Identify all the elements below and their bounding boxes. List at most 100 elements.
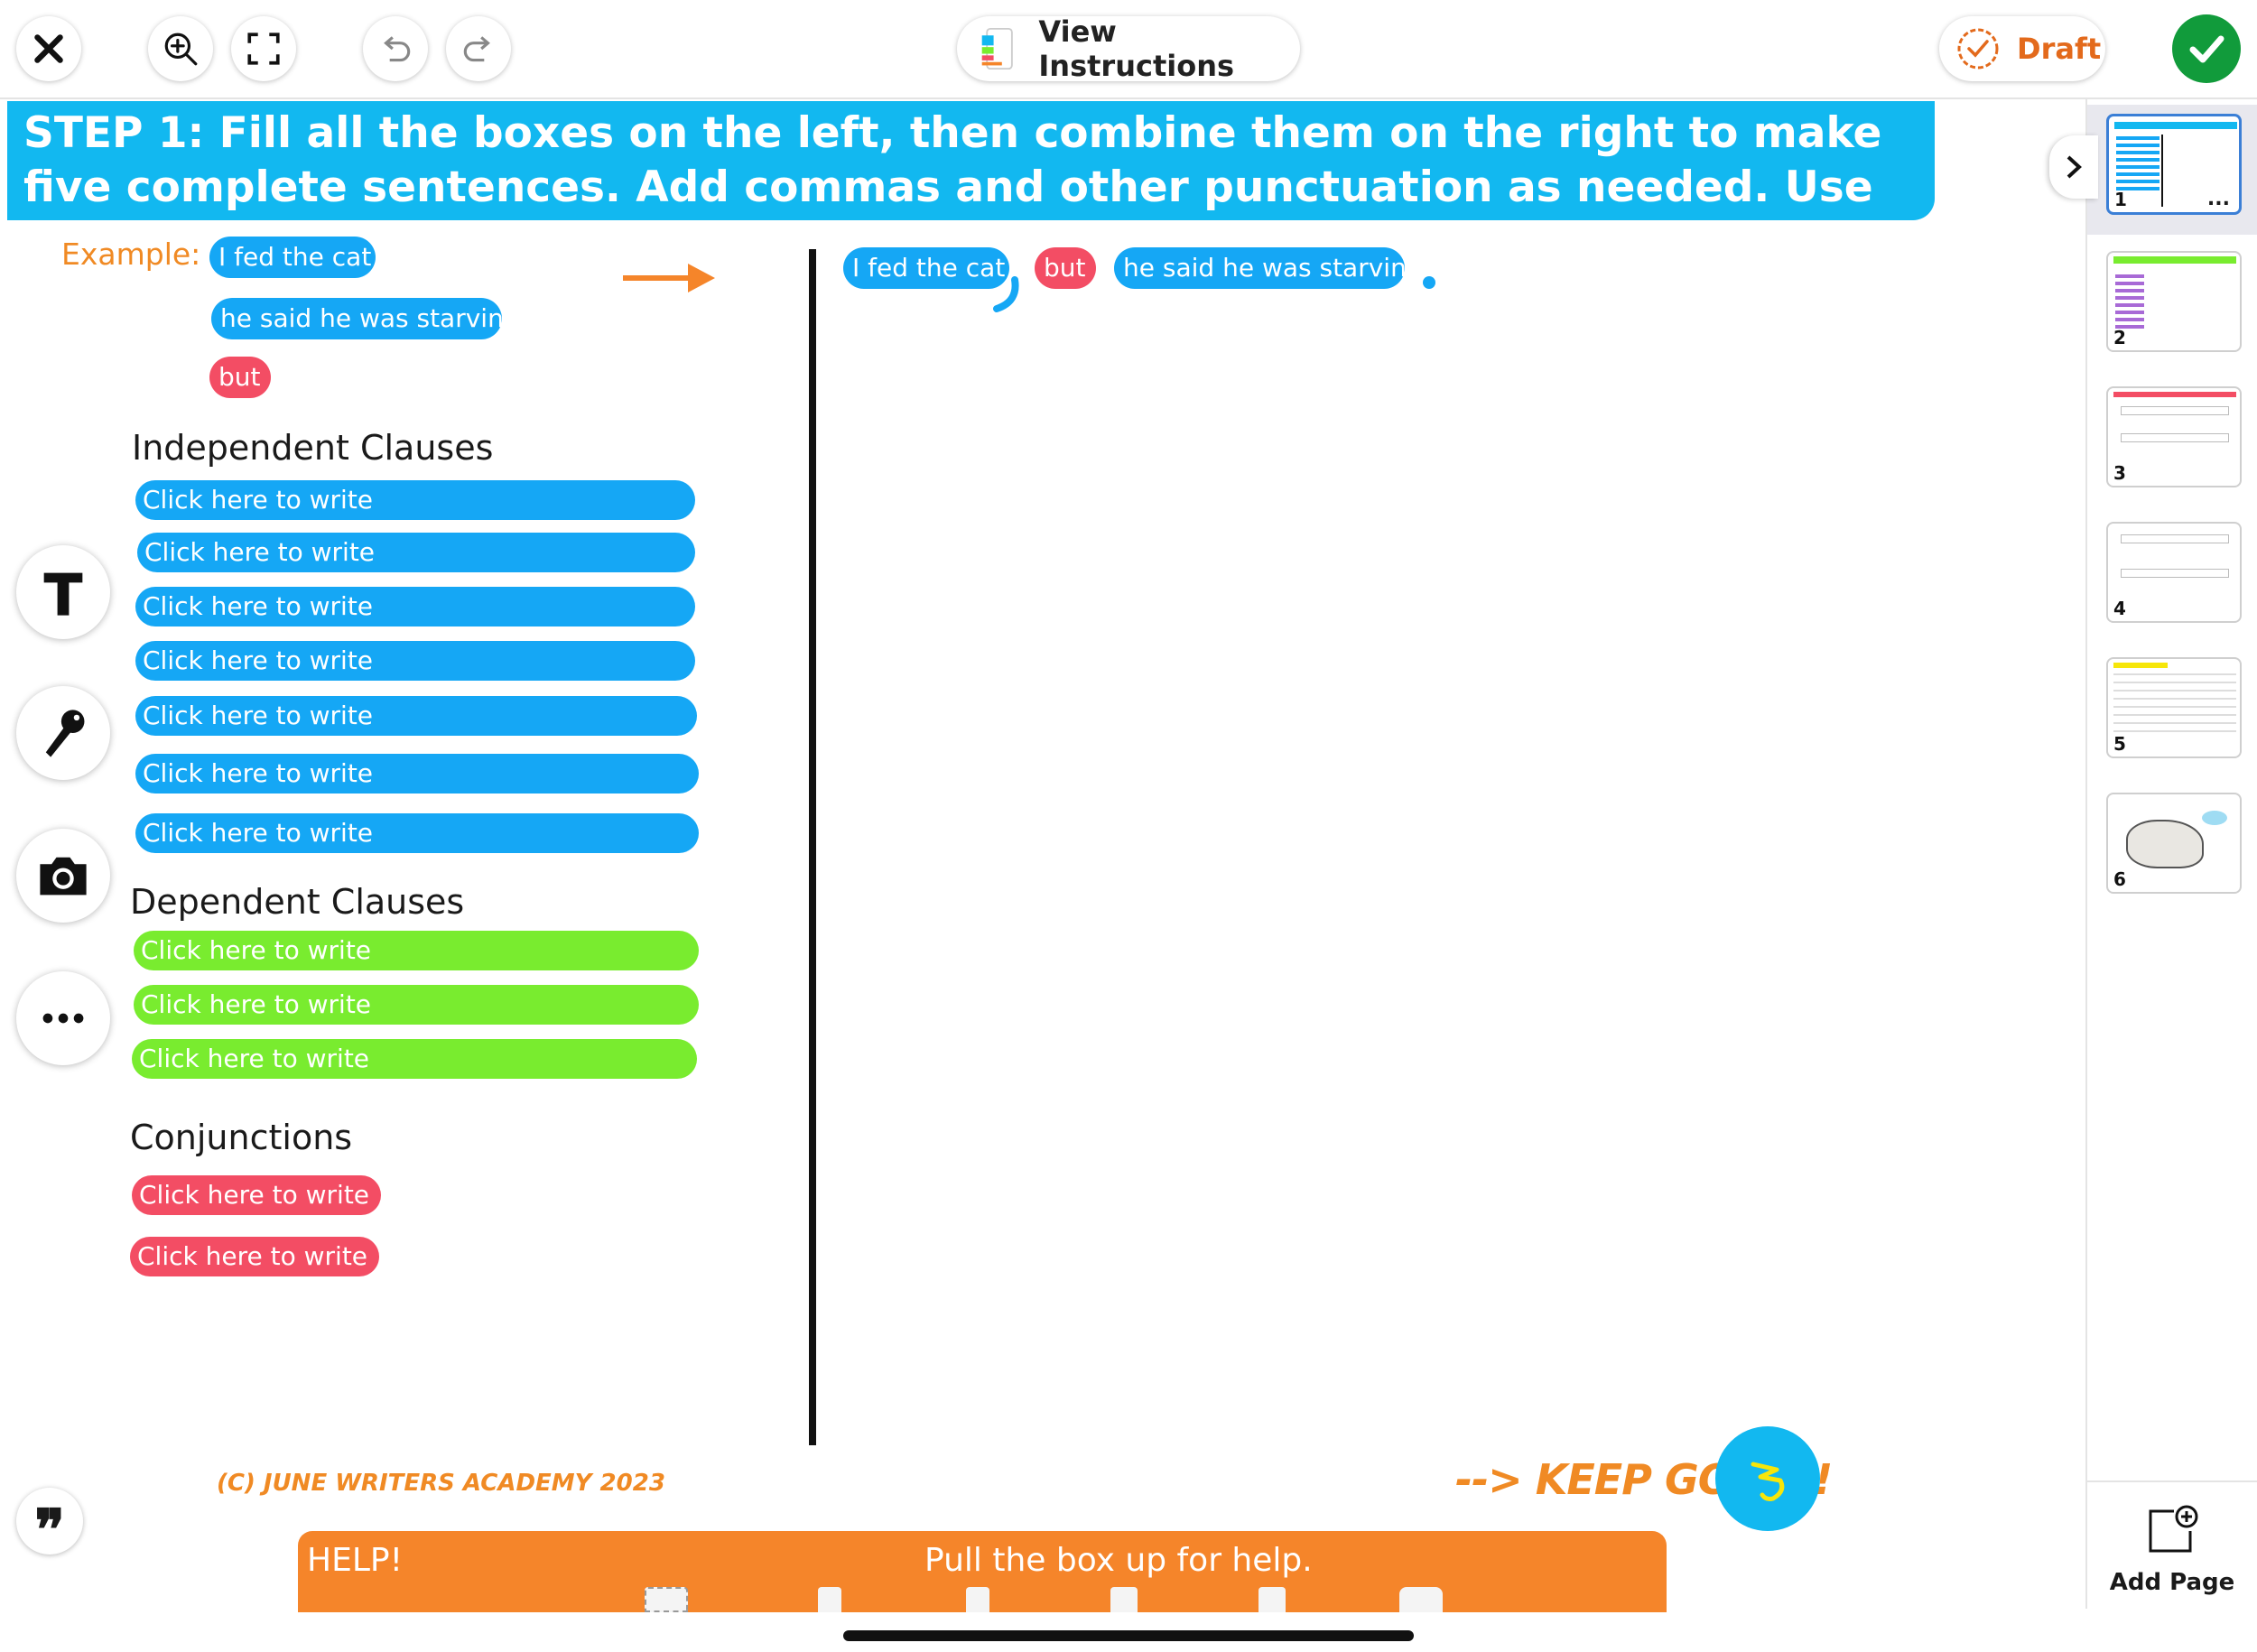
example-clause-chip[interactable]: I fed the cat	[209, 237, 376, 278]
combined-conjunction-chip[interactable]: but	[1035, 247, 1096, 289]
submit-button[interactable]	[2172, 14, 2241, 83]
zoom-button[interactable]	[148, 16, 213, 81]
fullscreen-button[interactable]	[231, 16, 296, 81]
thumb-banner	[2113, 256, 2236, 264]
dependent-clause-input[interactable]: Click here to write	[132, 1039, 697, 1079]
text-tool-button[interactable]	[16, 545, 110, 639]
logo-badge	[1715, 1426, 1820, 1531]
close-button[interactable]	[16, 16, 81, 81]
thumb-banner	[2113, 663, 2168, 668]
page-thumbnail[interactable]: 1 ...	[2106, 114, 2242, 215]
draft-label: Draft	[2017, 32, 2102, 66]
pen-icon[interactable]	[818, 1587, 841, 1612]
instructions-icon	[981, 27, 1013, 70]
page-number: 1	[2114, 189, 2127, 210]
page-thumbnail[interactable]: 5	[2106, 657, 2242, 758]
page-more-icon[interactable]: ...	[2206, 188, 2230, 210]
example-conjunction-chip[interactable]: but	[209, 357, 271, 398]
page-thumbnail[interactable]: 4	[2106, 522, 2242, 623]
view-instructions-button[interactable]: View Instructions	[957, 14, 1300, 83]
thumb-box	[2121, 534, 2229, 543]
add-page-icon	[2149, 1505, 2198, 1553]
thumb-box	[2121, 569, 2229, 578]
page-thumbnail[interactable]: 2	[2106, 251, 2242, 352]
copyright-text: (C) JUNE WRITERS ACADEMY 2023	[217, 1470, 665, 1497]
camera-button[interactable]	[16, 829, 110, 923]
thumb-lines	[2116, 136, 2159, 190]
independent-clauses-heading: Independent Clauses	[132, 428, 494, 468]
collapse-sidebar-button[interactable]	[2049, 135, 2098, 199]
page-number: 6	[2113, 868, 2126, 890]
page-number: 3	[2113, 462, 2126, 484]
selection-tool-icon[interactable]	[645, 1587, 688, 1612]
redo-icon	[463, 36, 490, 62]
quote-icon: ❞	[34, 1497, 65, 1563]
page-number: 5	[2113, 733, 2126, 755]
page-thumbnail[interactable]: 3	[2106, 386, 2242, 487]
combined-clause-chip[interactable]: he said he was starving	[1114, 247, 1423, 289]
undo-button[interactable]	[363, 16, 428, 81]
fullscreen-icon	[247, 32, 280, 65]
thumb-lines	[2115, 274, 2144, 332]
example-label: Example:	[61, 237, 201, 272]
draft-status-icon	[1957, 28, 1999, 70]
help-drawer[interactable]: HELP! Pull the box up for help.	[298, 1531, 1667, 1612]
thumb-divider	[2161, 135, 2163, 207]
independent-clause-input[interactable]: Click here to write	[135, 813, 699, 853]
draft-button[interactable]: Draft	[1939, 16, 2105, 81]
logo-icon	[1751, 1462, 1785, 1501]
quote-button[interactable]: ❞	[16, 1488, 83, 1563]
close-icon	[34, 34, 63, 63]
microphone-button[interactable]	[16, 686, 110, 780]
example-clause-chip[interactable]: he said he was starving	[211, 298, 520, 339]
independent-clause-input[interactable]: Click here to write	[135, 641, 695, 681]
conjunctions-heading: Conjunctions	[130, 1118, 353, 1157]
column-divider	[809, 249, 816, 1445]
thumb-cat-image	[2126, 820, 2204, 868]
camera-icon	[40, 857, 87, 896]
conjunction-input[interactable]: Click here to write	[132, 1175, 381, 1215]
text-tool-icon	[43, 572, 83, 616]
independent-clause-input[interactable]: Click here to write	[135, 696, 697, 736]
view-instructions-label: View Instructions	[1038, 14, 1235, 83]
independent-clause-input[interactable]: Click here to write	[137, 533, 695, 572]
help-label: HELP!	[307, 1542, 404, 1579]
highlighter-icon[interactable]	[1110, 1587, 1138, 1612]
more-icon	[42, 1013, 84, 1024]
period-mark	[1423, 276, 1435, 289]
independent-clause-input[interactable]: Click here to write	[135, 480, 695, 520]
thumb-lines	[2113, 673, 2236, 737]
independent-clause-input[interactable]: Click here to write	[135, 754, 699, 794]
page-thumbnail[interactable]: 6	[2106, 793, 2242, 894]
redo-button[interactable]	[446, 16, 511, 81]
comma-mark	[993, 276, 1019, 312]
more-tools-button[interactable]	[16, 971, 110, 1065]
chevron-right-icon	[2067, 155, 2082, 179]
dependent-clause-input[interactable]: Click here to write	[134, 931, 699, 970]
dependent-clause-input[interactable]: Click here to write	[134, 985, 699, 1025]
arrow-right-icon	[623, 264, 715, 292]
microphone-icon	[45, 710, 85, 757]
top-toolbar: View Instructions Draft	[0, 0, 2257, 99]
thumb-banner	[2114, 122, 2237, 129]
eraser-icon[interactable]	[1399, 1587, 1443, 1612]
undo-icon	[384, 36, 411, 62]
dependent-clauses-heading: Dependent Clauses	[130, 882, 465, 922]
conjunction-input[interactable]: Click here to write	[130, 1237, 379, 1276]
zoom-in-icon	[164, 32, 198, 66]
page-number: 2	[2113, 327, 2126, 348]
instruction-banner: STEP 1: Fill all the boxes on the left, …	[7, 101, 1935, 266]
add-page-label: Add Page	[2109, 1569, 2235, 1596]
independent-clause-input[interactable]: Click here to write	[135, 587, 695, 626]
home-indicator	[843, 1630, 1414, 1641]
add-page-button[interactable]: Add Page	[2087, 1480, 2257, 1609]
checkmark-icon	[2189, 35, 2224, 63]
magic-pen-icon[interactable]	[1259, 1587, 1286, 1612]
thumb-box	[2121, 433, 2229, 442]
thumb-bubble	[2202, 811, 2227, 825]
help-hint: Pull the box up for help.	[924, 1542, 1313, 1579]
marker-icon[interactable]	[966, 1587, 989, 1612]
thumb-box	[2121, 406, 2229, 415]
combined-clause-chip[interactable]: I fed the cat	[843, 247, 1009, 289]
page-number: 4	[2113, 598, 2126, 619]
